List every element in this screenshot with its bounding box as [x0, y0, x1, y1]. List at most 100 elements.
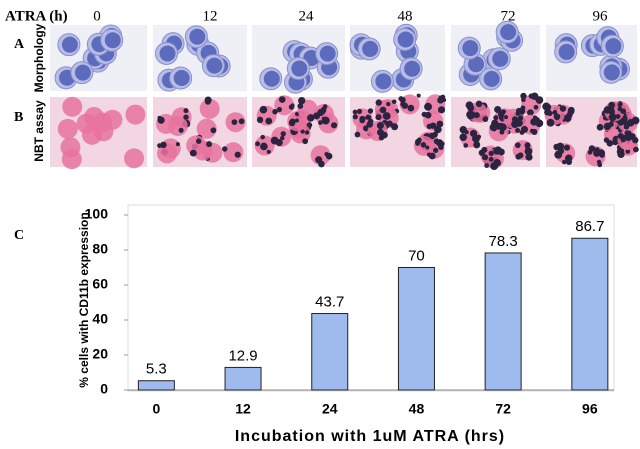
formazan: [437, 106, 446, 114]
formazan: [475, 100, 483, 108]
nucleus: [104, 32, 121, 49]
formazan: [204, 96, 212, 104]
cell: [60, 137, 81, 158]
nucleus: [159, 45, 176, 62]
formazan: [306, 122, 313, 128]
formazan: [294, 118, 299, 123]
time-label: 96: [593, 8, 609, 24]
cell: [124, 148, 145, 169]
x-tick-label: 12: [235, 401, 251, 417]
formazan: [183, 108, 189, 114]
x-tick-label: 48: [409, 401, 425, 417]
bar: [137, 380, 175, 391]
x-axis-label: Incubation with 1uM ATRA (hrs): [235, 428, 505, 445]
formazan: [463, 143, 469, 148]
nucleus: [397, 31, 414, 48]
formazan: [624, 134, 631, 141]
formazan: [476, 134, 482, 139]
nucleus: [462, 40, 479, 57]
cell: [223, 142, 244, 163]
nucleus: [404, 60, 421, 77]
nucleus: [206, 57, 223, 74]
formazan: [354, 131, 361, 138]
nucleus: [500, 24, 517, 41]
formazan: [275, 139, 283, 147]
formazan: [330, 122, 338, 129]
formazan: [473, 112, 480, 119]
formazan: [493, 147, 501, 155]
formazan: [482, 116, 489, 123]
formazan: [593, 149, 601, 157]
formazan: [596, 123, 604, 131]
cell: [92, 112, 113, 133]
formazan: [260, 142, 268, 151]
formazan: [546, 118, 555, 127]
formazan: [272, 109, 278, 115]
formazan: [157, 115, 162, 120]
formazan: [464, 130, 469, 135]
formazan: [407, 104, 415, 112]
formazan: [160, 141, 167, 149]
time-label: 48: [398, 8, 413, 24]
formazan: [515, 127, 521, 133]
data-label: 12.9: [228, 347, 257, 364]
formazan: [280, 135, 285, 141]
formazan: [632, 146, 639, 153]
formazan: [322, 108, 327, 113]
formazan: [321, 116, 330, 125]
formazan: [498, 123, 507, 132]
nucleus: [362, 40, 379, 57]
time-label: 24: [299, 8, 315, 24]
formazan: [238, 118, 245, 125]
formazan: [524, 142, 531, 149]
formazan: [559, 105, 567, 112]
formazan: [481, 154, 489, 161]
formazan: [599, 152, 605, 158]
data-label: 43.7: [315, 293, 344, 310]
formazan: [276, 106, 283, 113]
nucleus: [173, 69, 190, 86]
formazan: [563, 144, 571, 151]
formazan: [325, 152, 333, 160]
formazan: [524, 147, 533, 156]
formazan: [467, 113, 474, 120]
formazan: [260, 134, 265, 140]
formazan: [416, 93, 421, 98]
formazan: [318, 120, 323, 125]
formazan: [533, 104, 539, 110]
nucleus: [558, 43, 575, 60]
formazan: [615, 114, 621, 119]
formazan: [222, 146, 228, 152]
formazan: [231, 119, 238, 125]
formazan: [234, 151, 241, 158]
formazan: [315, 156, 323, 164]
x-tick-label: 96: [582, 401, 598, 417]
formazan: [375, 99, 382, 106]
formazan: [625, 149, 631, 154]
formazan: [473, 141, 481, 149]
formazan: [603, 106, 612, 114]
formazan: [359, 117, 366, 124]
formazan: [521, 97, 526, 103]
formazan: [511, 120, 519, 129]
time-label: 0: [93, 8, 101, 24]
formazan: [530, 92, 539, 101]
formazan: [545, 106, 551, 112]
nucleus: [492, 50, 509, 67]
formazan: [259, 105, 268, 114]
formazan: [504, 115, 509, 120]
formazan: [424, 111, 432, 119]
panel-letter: B: [14, 110, 23, 125]
formazan: [555, 153, 561, 159]
panel-letter: C: [14, 228, 24, 243]
formazan: [307, 114, 315, 122]
y-tick-label: 60: [92, 276, 108, 292]
formazan: [497, 111, 505, 118]
formazan: [424, 102, 433, 111]
formazan: [366, 121, 374, 128]
data-label: 5.3: [146, 361, 167, 378]
formazan: [567, 108, 575, 115]
nucleus: [189, 28, 206, 45]
cell: [199, 98, 220, 119]
formazan: [561, 159, 567, 165]
